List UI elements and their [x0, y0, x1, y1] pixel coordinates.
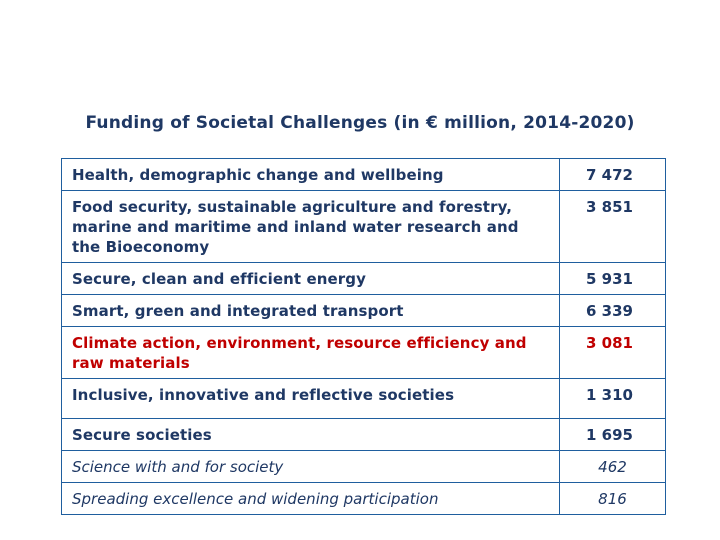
funding-value: 5 931 [559, 262, 666, 295]
challenge-name: Inclusive, innovative and reflective soc… [61, 378, 560, 419]
challenge-name: Health, demographic change and wellbeing [61, 158, 560, 191]
funding-value: 6 339 [559, 294, 666, 327]
challenge-name: Spreading excellence and widening partic… [61, 482, 560, 515]
table-row: Spreading excellence and widening partic… [61, 482, 666, 515]
table-row: Inclusive, innovative and reflective soc… [61, 378, 666, 419]
funding-table: Health, demographic change and wellbeing… [61, 158, 666, 515]
funding-value: 1 310 [559, 378, 666, 419]
table-row: Climate action, environment, resource ef… [61, 326, 666, 379]
funding-value: 1 695 [559, 418, 666, 451]
table-row: Health, demographic change and wellbeing… [61, 158, 666, 191]
table-row: Food security, sustainable agriculture a… [61, 190, 666, 263]
funding-value: 3 851 [559, 190, 666, 263]
table-row: Science with and for society 462 [61, 450, 666, 483]
challenge-name: Smart, green and integrated transport [61, 294, 560, 327]
funding-value: 3 081 [559, 326, 666, 379]
funding-value: 816 [559, 482, 666, 515]
challenge-name: Science with and for society [61, 450, 560, 483]
funding-value: 462 [559, 450, 666, 483]
page-title: Funding of Societal Challenges (in € mil… [85, 113, 635, 133]
challenge-name: Secure, clean and efficient energy [61, 262, 560, 295]
table-row: Secure, clean and efficient energy 5 931 [61, 262, 666, 295]
challenge-name: Food security, sustainable agriculture a… [61, 190, 560, 263]
challenge-name: Secure societies [61, 418, 560, 451]
table-row: Smart, green and integrated transport 6 … [61, 294, 666, 327]
table-row: Secure societies 1 695 [61, 418, 666, 451]
challenge-name: Climate action, environment, resource ef… [61, 326, 560, 379]
funding-value: 7 472 [559, 158, 666, 191]
